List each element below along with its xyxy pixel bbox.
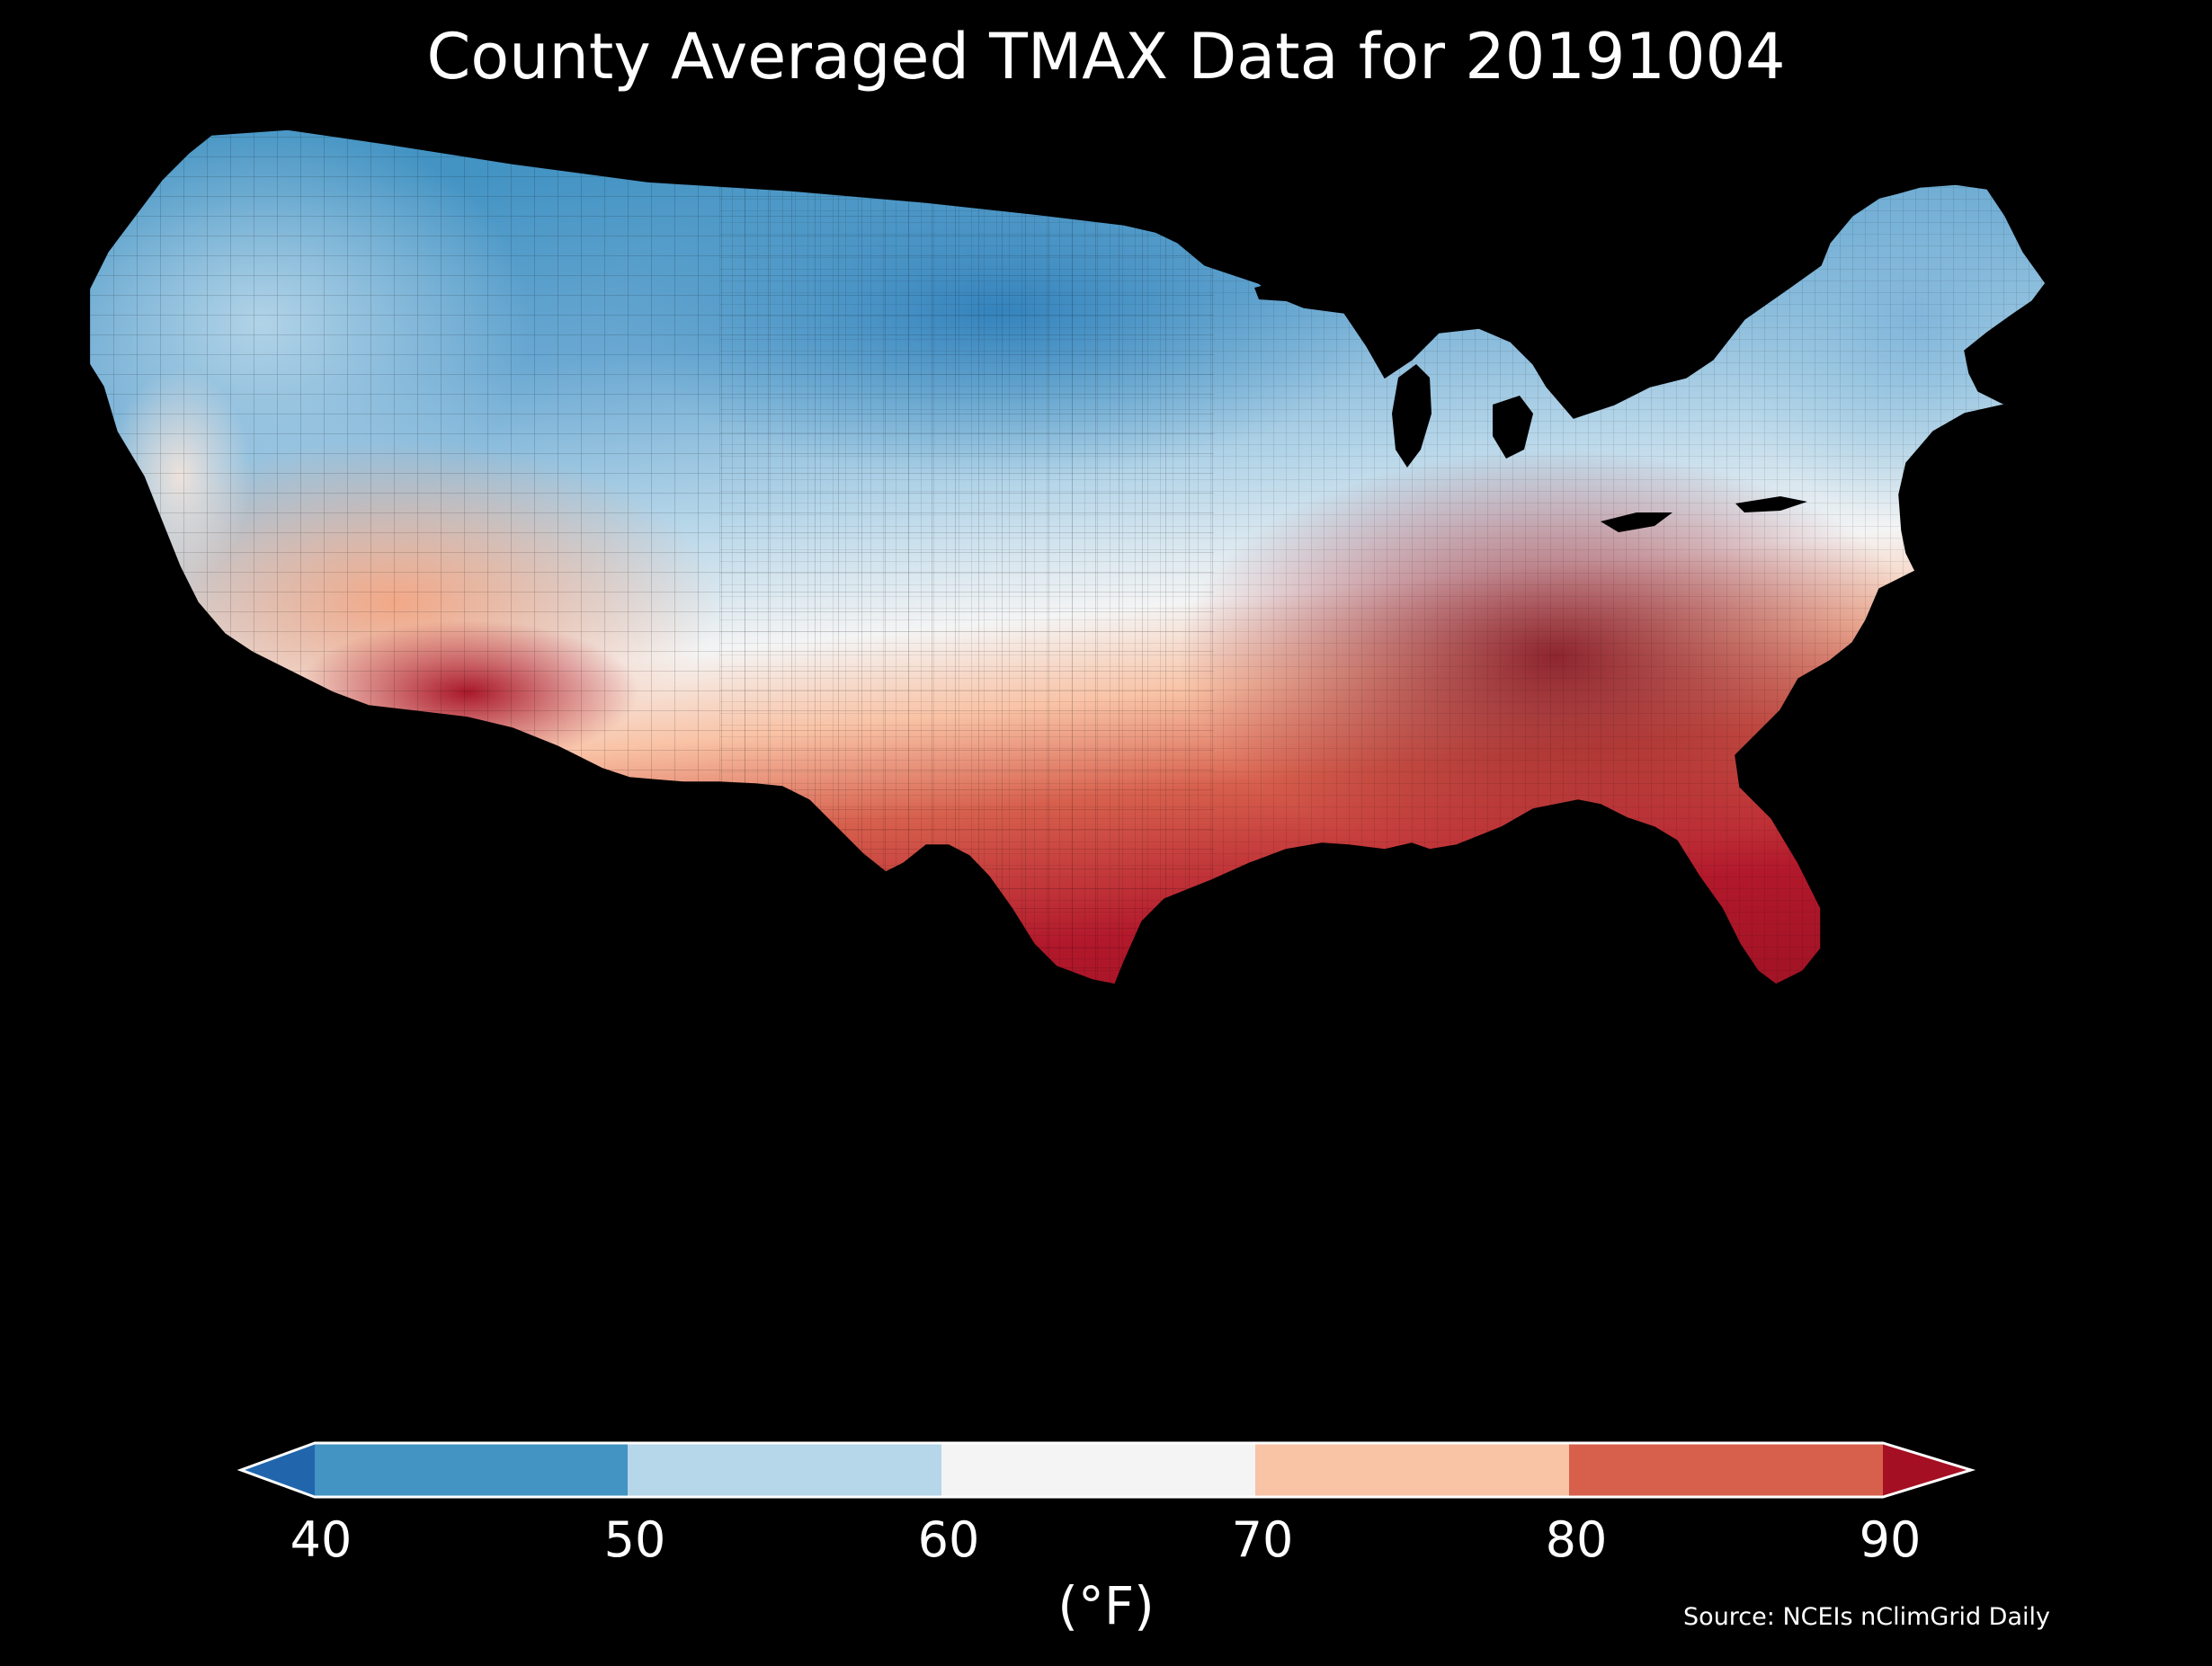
- colorbar-under-arrow: [241, 1443, 315, 1497]
- lake-erie: [1601, 512, 1672, 532]
- source-credit: Source: NCEIs nClimGrid Daily: [1683, 1603, 2050, 1631]
- colorbar-bin-80-90: [1569, 1443, 1883, 1497]
- colorbar-tick-50: 50: [603, 1511, 666, 1568]
- colorbar-tick-90: 90: [1859, 1511, 1922, 1568]
- colorbar-bin-40-50: [315, 1443, 628, 1497]
- us-county-map: [90, 117, 2131, 1394]
- colorbar-tick-40: 40: [290, 1511, 352, 1568]
- chesapeake-bay: [1881, 584, 1899, 692]
- lake-superior: [1254, 270, 1349, 301]
- lake-huron: [1493, 396, 1533, 459]
- colorbar: [234, 1439, 1978, 1501]
- colorbar-tick-70: 70: [1231, 1511, 1294, 1568]
- map-title: County Averaged TMAX Data for 20191004: [426, 20, 1786, 94]
- colorbar-unit-label: (°F): [1057, 1575, 1155, 1636]
- colorbar-bin-70-80: [1255, 1443, 1569, 1497]
- us-outline: [90, 129, 2047, 985]
- colorbar-outline: [236, 1441, 1976, 1499]
- county-borders-east: [719, 129, 2046, 984]
- colorbar-bin-50-60: [628, 1443, 941, 1497]
- colorbar-tick-80: 80: [1545, 1511, 1608, 1568]
- colorbar-over-arrow: [1883, 1443, 1971, 1497]
- colorbar-bin-60-70: [941, 1443, 1255, 1497]
- lake-ontario: [1735, 496, 1807, 512]
- lake-michigan: [1392, 364, 1432, 468]
- colorbar-tick-60: 60: [917, 1511, 980, 1568]
